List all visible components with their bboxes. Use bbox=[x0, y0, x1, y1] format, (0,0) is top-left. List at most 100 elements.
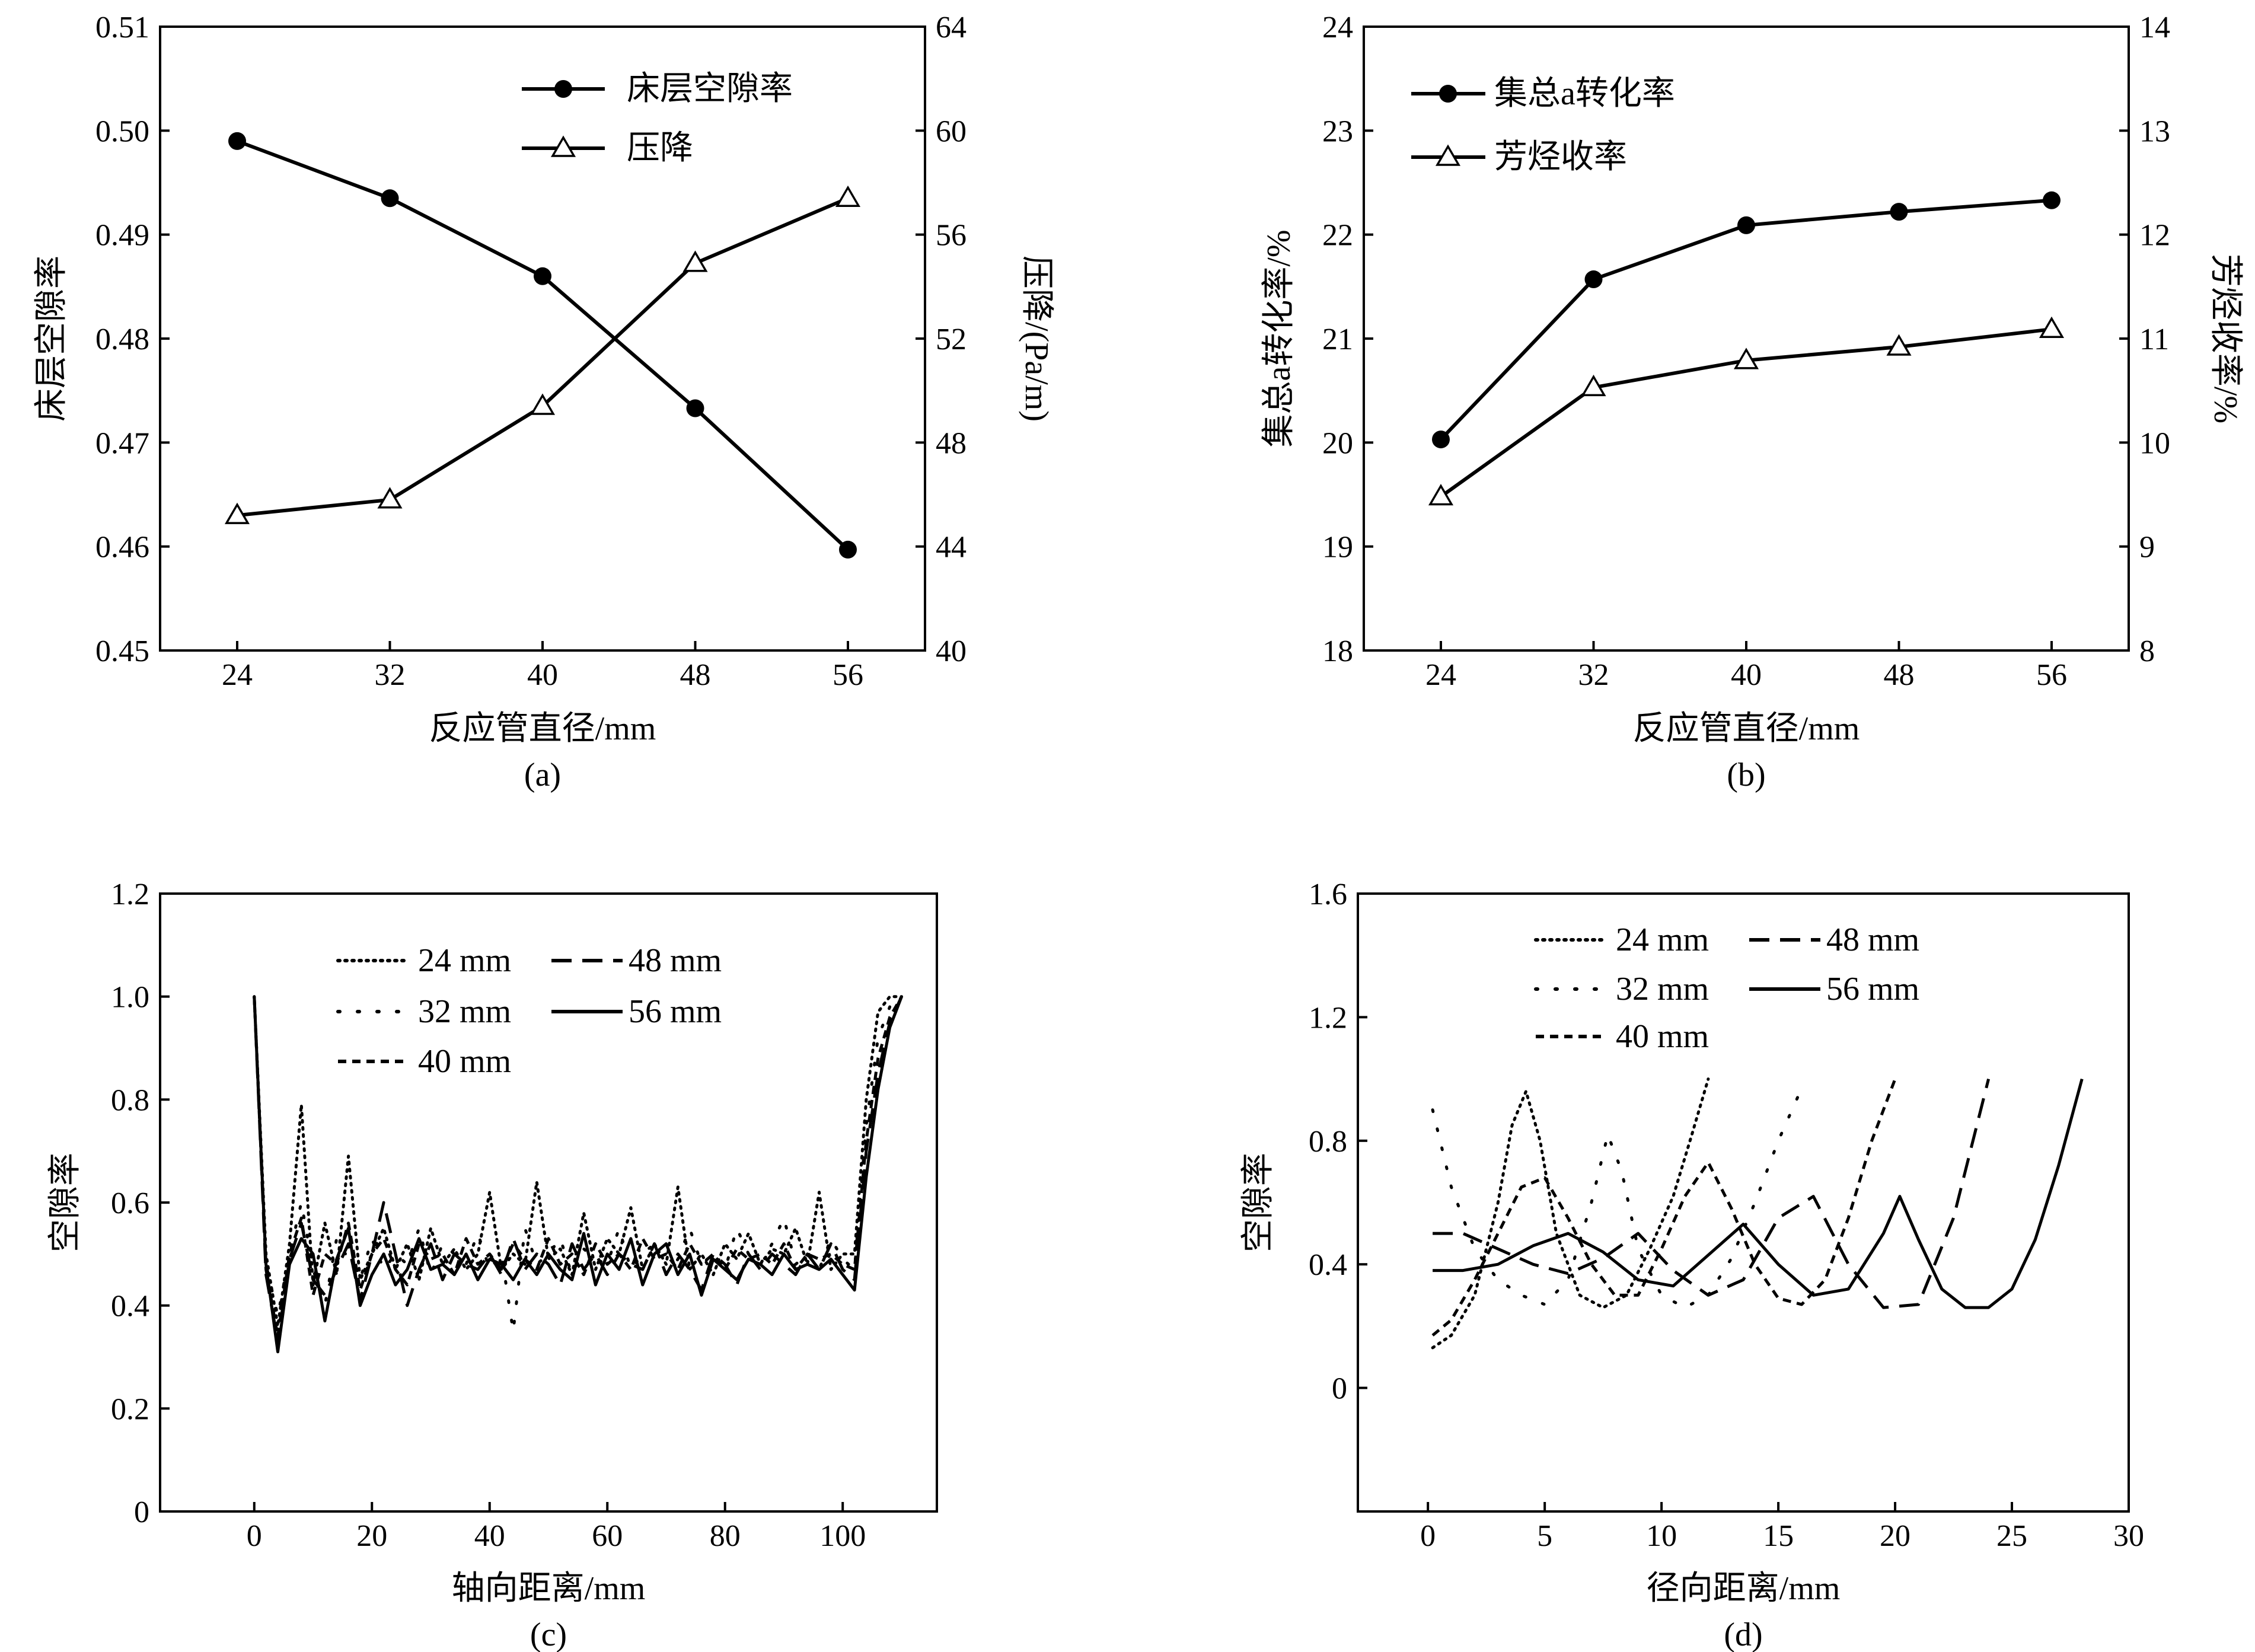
panel-d-series-48mm-line bbox=[1433, 1078, 1991, 1309]
panel-d-xlabel: 径向距离/mm bbox=[1647, 1570, 1841, 1607]
panel-a-series-0-point bbox=[381, 189, 399, 208]
panel-a-label: (a) bbox=[524, 757, 561, 793]
legend-a-dp-label: 压降 bbox=[627, 130, 693, 167]
panel-a-series-0-point bbox=[839, 540, 857, 559]
panel-c-frame bbox=[159, 892, 938, 1513]
panel-a-y2tick-label: 40 bbox=[936, 634, 967, 668]
legend-c-48-label: 48 mm bbox=[629, 942, 722, 979]
panel-b-ylabel: 集总a转化率/% bbox=[1261, 229, 1297, 447]
panel-a-y2tick-label: 56 bbox=[936, 219, 967, 253]
panel-b-label: (b) bbox=[1727, 757, 1765, 793]
panel-d-xtick-label: 5 bbox=[1537, 1519, 1552, 1553]
panel-d-series-56mm-line bbox=[1433, 1078, 2084, 1309]
panel-b-frame bbox=[1363, 25, 2130, 652]
legend-b-arom-marker bbox=[1435, 144, 1461, 166]
legend-b-arom-label: 芳烃收率 bbox=[1494, 139, 1627, 176]
panel-b-series-0-point bbox=[1737, 216, 1755, 234]
panel-d-xtick-label: 20 bbox=[1880, 1519, 1910, 1553]
legend-d-32-label: 32 mm bbox=[1616, 971, 1709, 1007]
panel-a-series-0-point bbox=[686, 399, 704, 417]
panel-b-y2tick-label: 14 bbox=[2139, 11, 2170, 44]
panel-c-xtick-label: 20 bbox=[356, 1519, 387, 1553]
panel-a-series-1-point bbox=[835, 185, 861, 208]
panel-a-xtick-label: 32 bbox=[375, 658, 406, 692]
panel-b-ytick-label: 19 bbox=[1322, 531, 1353, 565]
legend-a-void-label: 床层空隙率 bbox=[627, 71, 793, 107]
panel-b-ytick-label: 20 bbox=[1322, 426, 1353, 460]
panel-b-y2tick-label: 9 bbox=[2139, 531, 2155, 565]
panel-b-y2tick-label: 12 bbox=[2139, 219, 2170, 253]
panel-c-xtick-label: 80 bbox=[710, 1519, 741, 1553]
panel-a-xtick-label: 56 bbox=[833, 658, 863, 692]
panel-c-series-32mm-line bbox=[253, 995, 903, 1333]
panel-b-series-1-point bbox=[1581, 374, 1606, 397]
panel-d-xtick-label: 0 bbox=[1420, 1519, 1436, 1553]
panel-a-ytick-label: 0.50 bbox=[95, 114, 149, 148]
legend-d-40-label: 40 mm bbox=[1616, 1018, 1709, 1055]
panel-c-ytick-label: 0.6 bbox=[111, 1187, 149, 1220]
panel-a-frame bbox=[159, 25, 926, 652]
legend-b-conv-label: 集总a转化率 bbox=[1494, 75, 1675, 112]
panel-b-ytick-label: 22 bbox=[1322, 219, 1353, 253]
legend-c-32-label: 32 mm bbox=[418, 993, 511, 1030]
panel-d-label: (d) bbox=[1724, 1616, 1762, 1652]
panel-c-ylabel: 空隙率 bbox=[47, 1153, 84, 1252]
panel-d-frame bbox=[1357, 892, 2130, 1513]
panel-b-series-1-point bbox=[1428, 484, 1454, 506]
panel-b-y2label: 芳烃收率/% bbox=[2207, 254, 2244, 423]
panel-b-series-0-point bbox=[2043, 191, 2061, 209]
panel-c-label: (c) bbox=[530, 1616, 567, 1652]
legend-c-56-label: 56 mm bbox=[629, 993, 722, 1030]
panel-c-ytick-label: 0.4 bbox=[111, 1290, 149, 1323]
panel-a-y2label: 压降/(Pa/m) bbox=[1018, 256, 1055, 422]
legend-d-56-label: 56 mm bbox=[1826, 971, 1919, 1007]
panel-a-y2tick-label: 64 bbox=[936, 11, 967, 44]
panel-b-ytick-label: 23 bbox=[1322, 114, 1353, 148]
panel-d-ytick-label: 0 bbox=[1332, 1372, 1347, 1406]
panel-d-series-40mm-line bbox=[1431, 1078, 1897, 1337]
panel-a-y2tick-label: 44 bbox=[936, 531, 967, 565]
panel-c-xtick-label: 60 bbox=[592, 1519, 623, 1553]
panel-b-series-0-point bbox=[1584, 270, 1603, 289]
legend-a-dp-marker bbox=[550, 135, 576, 157]
chart-marks: 24 32 40 48 560.450.460.470.480.490.500.5140… bbox=[95, 11, 2170, 1553]
legend-d-48-label: 48 mm bbox=[1826, 921, 1919, 958]
panel-c-xtick-label: 0 bbox=[247, 1519, 262, 1553]
panel-a-series-0-line bbox=[236, 139, 850, 551]
panel-b-series-1-point bbox=[1733, 347, 1759, 369]
panel-c-xtick-label: 40 bbox=[474, 1519, 505, 1553]
panel-d-xtick-label: 15 bbox=[1763, 1519, 1794, 1553]
panel-c-ytick-label: 0.8 bbox=[111, 1083, 149, 1117]
panel-b-series-0-line bbox=[1439, 198, 2052, 441]
panel-d-series-24mm-line bbox=[1431, 1077, 1710, 1350]
panel-a-ytick-label: 0.49 bbox=[95, 219, 149, 253]
panel-d-series-32mm-line bbox=[1431, 1086, 1803, 1309]
panel-b-y2tick-label: 8 bbox=[2139, 634, 2155, 668]
panel-d-ytick-label: 0.4 bbox=[1309, 1248, 1347, 1282]
panel-c-series-24mm-line bbox=[253, 995, 903, 1328]
panel-a-series-1-point bbox=[377, 487, 403, 509]
panel-c-xlabel: 轴向距离/mm bbox=[452, 1570, 646, 1607]
panel-d-xtick-label: 30 bbox=[2113, 1519, 2144, 1553]
panel-a-ytick-label: 0.47 bbox=[95, 426, 149, 460]
panel-d-ytick-label: 0.8 bbox=[1309, 1125, 1347, 1159]
panel-b-xtick-label: 40 bbox=[1731, 658, 1762, 692]
panel-a-xtick-label: 48 bbox=[680, 658, 711, 692]
legend-c-24-label: 24 mm bbox=[418, 942, 511, 979]
panel-b-y2tick-label: 13 bbox=[2139, 114, 2170, 148]
panel-a-xlabel: 反应管直径/mm bbox=[429, 710, 656, 747]
panel-b-series-0-point bbox=[1890, 203, 1908, 221]
panel-b-xtick-label: 48 bbox=[1884, 658, 1915, 692]
panel-c-ytick-label: 0.2 bbox=[111, 1392, 149, 1426]
panel-a-ytick-label: 0.46 bbox=[95, 531, 149, 565]
panel-a-y2tick-label: 52 bbox=[936, 323, 967, 356]
panel-a-y2tick-label: 48 bbox=[936, 426, 967, 460]
panel-a-ytick-label: 0.48 bbox=[95, 323, 149, 356]
panel-c-series-48mm-line bbox=[253, 996, 903, 1343]
panel-b-y2tick-label: 11 bbox=[2139, 323, 2169, 356]
panel-b-y2tick-label: 10 bbox=[2139, 426, 2170, 460]
panel-a-series-1-point bbox=[682, 250, 708, 272]
panel-a-series-0-point bbox=[228, 132, 246, 150]
panel-a-series-0-point bbox=[534, 267, 551, 285]
